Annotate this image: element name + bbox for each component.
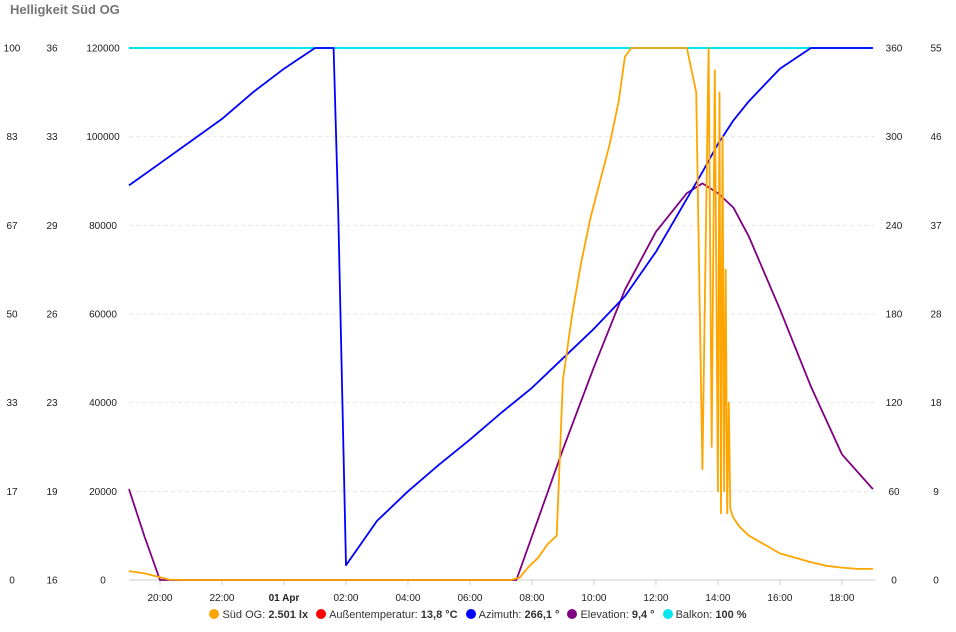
legend-swatch xyxy=(662,609,673,619)
temp-tick-label: 26 xyxy=(46,310,58,321)
legend-item[interactable]: Azimuth: 266,1 ° xyxy=(465,609,560,621)
legend-swatch xyxy=(209,609,220,619)
temp-tick-label: 23 xyxy=(46,398,58,409)
perc-tick-label: 33 xyxy=(6,398,18,409)
legend: Süd OG: 2.501 lx Außentemperatur: 13,8 °C… xyxy=(0,609,956,621)
perc-tick-label: 67 xyxy=(6,221,18,232)
legend-series-value: 13,8 °C xyxy=(420,609,458,621)
azimuth-tick-label: 120 xyxy=(886,398,903,409)
x-tick-label: 02:00 xyxy=(333,593,358,604)
azimuth-tick-label: 360 xyxy=(886,44,903,55)
perc-tick-label: 83 xyxy=(6,132,18,143)
legend-series-name: Azimuth: xyxy=(478,609,525,621)
azimuth-tick-label: 300 xyxy=(886,132,903,143)
lux-tick-label: 100000 xyxy=(86,132,120,143)
elevation-tick-label: 46 xyxy=(930,132,942,143)
x-tick-label: 10:00 xyxy=(581,593,606,604)
legend-series-name: Außentemperatur: xyxy=(329,609,421,621)
series-line-azimuth xyxy=(128,47,873,567)
x-tick-label: 20:00 xyxy=(147,593,172,604)
perc-tick-label: 0 xyxy=(9,576,15,587)
series-line-elevation xyxy=(128,182,874,581)
series-line-s-d-og xyxy=(128,47,873,581)
legend-item[interactable]: Süd OG: 2.501 lx xyxy=(209,609,308,621)
azimuth-tick-label: 180 xyxy=(886,310,903,321)
legend-series-name: Balkon: xyxy=(675,609,716,621)
azimuth-tick-label: 240 xyxy=(886,221,903,232)
x-tick-label: 04:00 xyxy=(395,593,420,604)
lux-tick-label: 20000 xyxy=(89,487,117,498)
legend-swatch xyxy=(465,609,476,619)
x-tick-label: 08:00 xyxy=(519,593,544,604)
x-tick-label: 06:00 xyxy=(457,593,482,604)
elevation-tick-label: 55 xyxy=(930,44,942,55)
temp-tick-label: 36 xyxy=(46,44,58,55)
lux-tick-label: 60000 xyxy=(89,310,117,321)
axis-layer: 0173350678310016192326293336020000400006… xyxy=(4,44,942,605)
x-tick-label: 01 Apr xyxy=(269,593,300,604)
legend-series-value: 9,4 ° xyxy=(631,609,655,621)
elevation-tick-label: 37 xyxy=(930,221,942,232)
lux-tick-label: 40000 xyxy=(89,398,117,409)
azimuth-tick-label: 0 xyxy=(891,576,897,587)
perc-tick-label: 50 xyxy=(6,310,18,321)
lux-tick-label: 0 xyxy=(100,576,106,587)
x-tick-label: 14:00 xyxy=(705,593,730,604)
legend-series-value: 266,1 ° xyxy=(524,609,560,621)
legend-series-name: Elevation: xyxy=(580,609,632,621)
temp-tick-label: 19 xyxy=(46,487,58,498)
lux-tick-label: 80000 xyxy=(89,221,117,232)
azimuth-tick-label: 60 xyxy=(888,487,900,498)
x-tick-label: 22:00 xyxy=(209,593,234,604)
chart-title: Helligkeit Süd OG xyxy=(10,2,120,17)
legend-item[interactable]: Elevation: 9,4 ° xyxy=(567,609,655,621)
legend-series-value: 2.501 lx xyxy=(268,609,309,621)
temp-tick-label: 33 xyxy=(46,132,58,143)
legend-series-value: 100 % xyxy=(715,609,747,621)
legend-swatch xyxy=(567,609,578,619)
legend-item[interactable]: Balkon: 100 % xyxy=(662,609,747,621)
perc-tick-label: 17 xyxy=(6,487,18,498)
series-layer xyxy=(128,47,874,581)
x-tick-label: 12:00 xyxy=(643,593,668,604)
elevation-tick-label: 9 xyxy=(933,487,939,498)
temp-tick-label: 16 xyxy=(46,576,58,587)
perc-tick-label: 100 xyxy=(4,44,21,55)
x-tick-label: 16:00 xyxy=(767,593,792,604)
temp-tick-label: 29 xyxy=(46,221,58,232)
legend-item[interactable]: Außentemperatur: 13,8 °C xyxy=(316,609,458,621)
legend-swatch xyxy=(316,609,327,619)
lux-tick-label: 120000 xyxy=(86,44,120,55)
elevation-tick-label: 0 xyxy=(933,576,939,587)
elevation-tick-label: 18 xyxy=(930,398,942,409)
elevation-tick-label: 28 xyxy=(930,310,942,321)
legend-series-name: Süd OG: xyxy=(222,609,269,621)
x-tick-label: 18:00 xyxy=(829,593,854,604)
